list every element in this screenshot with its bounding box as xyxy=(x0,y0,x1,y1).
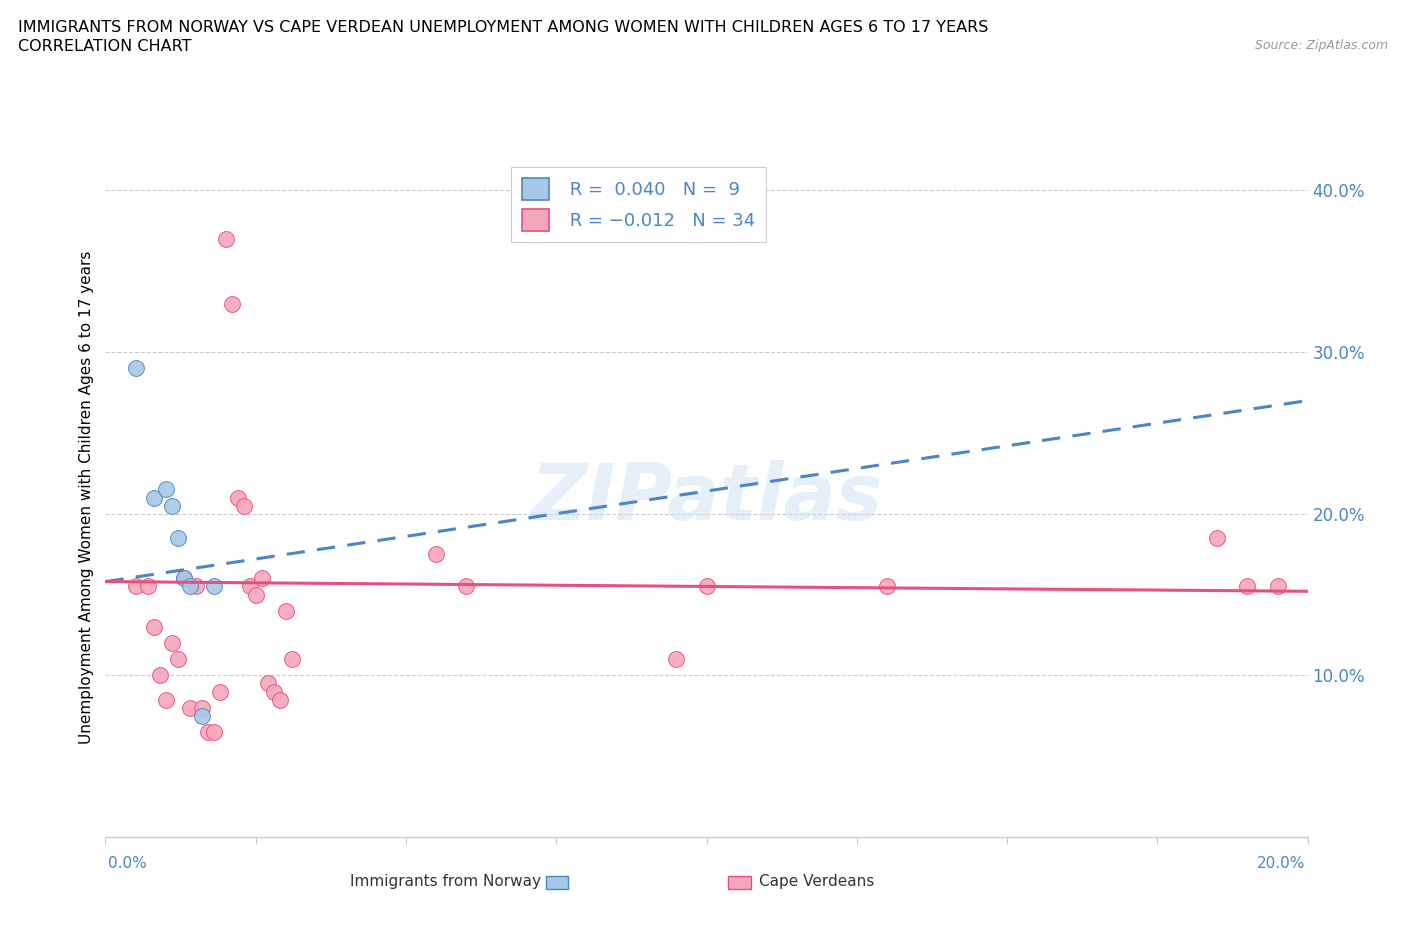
Legend:  R =  0.040   N =  9,  R = −0.012   N = 34: R = 0.040 N = 9, R = −0.012 N = 34 xyxy=(512,167,766,242)
Point xyxy=(1267,579,1289,594)
Text: Immigrants from Norway: Immigrants from Norway xyxy=(350,874,541,889)
Point xyxy=(197,724,219,739)
Point xyxy=(202,724,225,739)
Point xyxy=(155,482,177,497)
Point xyxy=(160,498,183,513)
Point xyxy=(202,579,225,594)
Point xyxy=(250,571,273,586)
Text: 0.0%: 0.0% xyxy=(108,856,148,870)
Point xyxy=(226,490,249,505)
Y-axis label: Unemployment Among Women with Children Ages 6 to 17 years: Unemployment Among Women with Children A… xyxy=(79,251,94,744)
Point xyxy=(281,652,304,667)
Point xyxy=(173,571,195,586)
Point xyxy=(876,579,898,594)
Point xyxy=(148,668,170,683)
Point xyxy=(665,652,688,667)
Point xyxy=(136,579,159,594)
Point xyxy=(142,490,165,505)
Point xyxy=(160,635,183,650)
Point xyxy=(155,692,177,707)
Text: Cape Verdeans: Cape Verdeans xyxy=(759,874,875,889)
Point xyxy=(454,579,477,594)
Point xyxy=(179,579,201,594)
Text: IMMIGRANTS FROM NORWAY VS CAPE VERDEAN UNEMPLOYMENT AMONG WOMEN WITH CHILDREN AG: IMMIGRANTS FROM NORWAY VS CAPE VERDEAN U… xyxy=(18,20,988,35)
Point xyxy=(696,579,718,594)
Point xyxy=(214,232,236,246)
Point xyxy=(190,709,212,724)
Text: 20.0%: 20.0% xyxy=(1257,856,1305,870)
Point xyxy=(190,700,212,715)
Point xyxy=(425,547,447,562)
Point xyxy=(124,579,146,594)
Point xyxy=(221,296,243,311)
Text: Source: ZipAtlas.com: Source: ZipAtlas.com xyxy=(1254,39,1388,52)
Point xyxy=(1236,579,1258,594)
Point xyxy=(184,579,207,594)
Point xyxy=(173,571,195,586)
Point xyxy=(239,579,262,594)
Point xyxy=(269,692,291,707)
Point xyxy=(208,684,231,699)
Point xyxy=(263,684,285,699)
Point xyxy=(142,619,165,634)
Point xyxy=(245,587,267,602)
Point xyxy=(179,700,201,715)
Point xyxy=(166,530,188,545)
Point xyxy=(1206,530,1229,545)
Text: CORRELATION CHART: CORRELATION CHART xyxy=(18,39,191,54)
Point xyxy=(274,604,297,618)
Point xyxy=(166,652,188,667)
Text: ZIPatlas: ZIPatlas xyxy=(530,459,883,536)
Point xyxy=(124,361,146,376)
Point xyxy=(232,498,254,513)
Point xyxy=(256,676,278,691)
